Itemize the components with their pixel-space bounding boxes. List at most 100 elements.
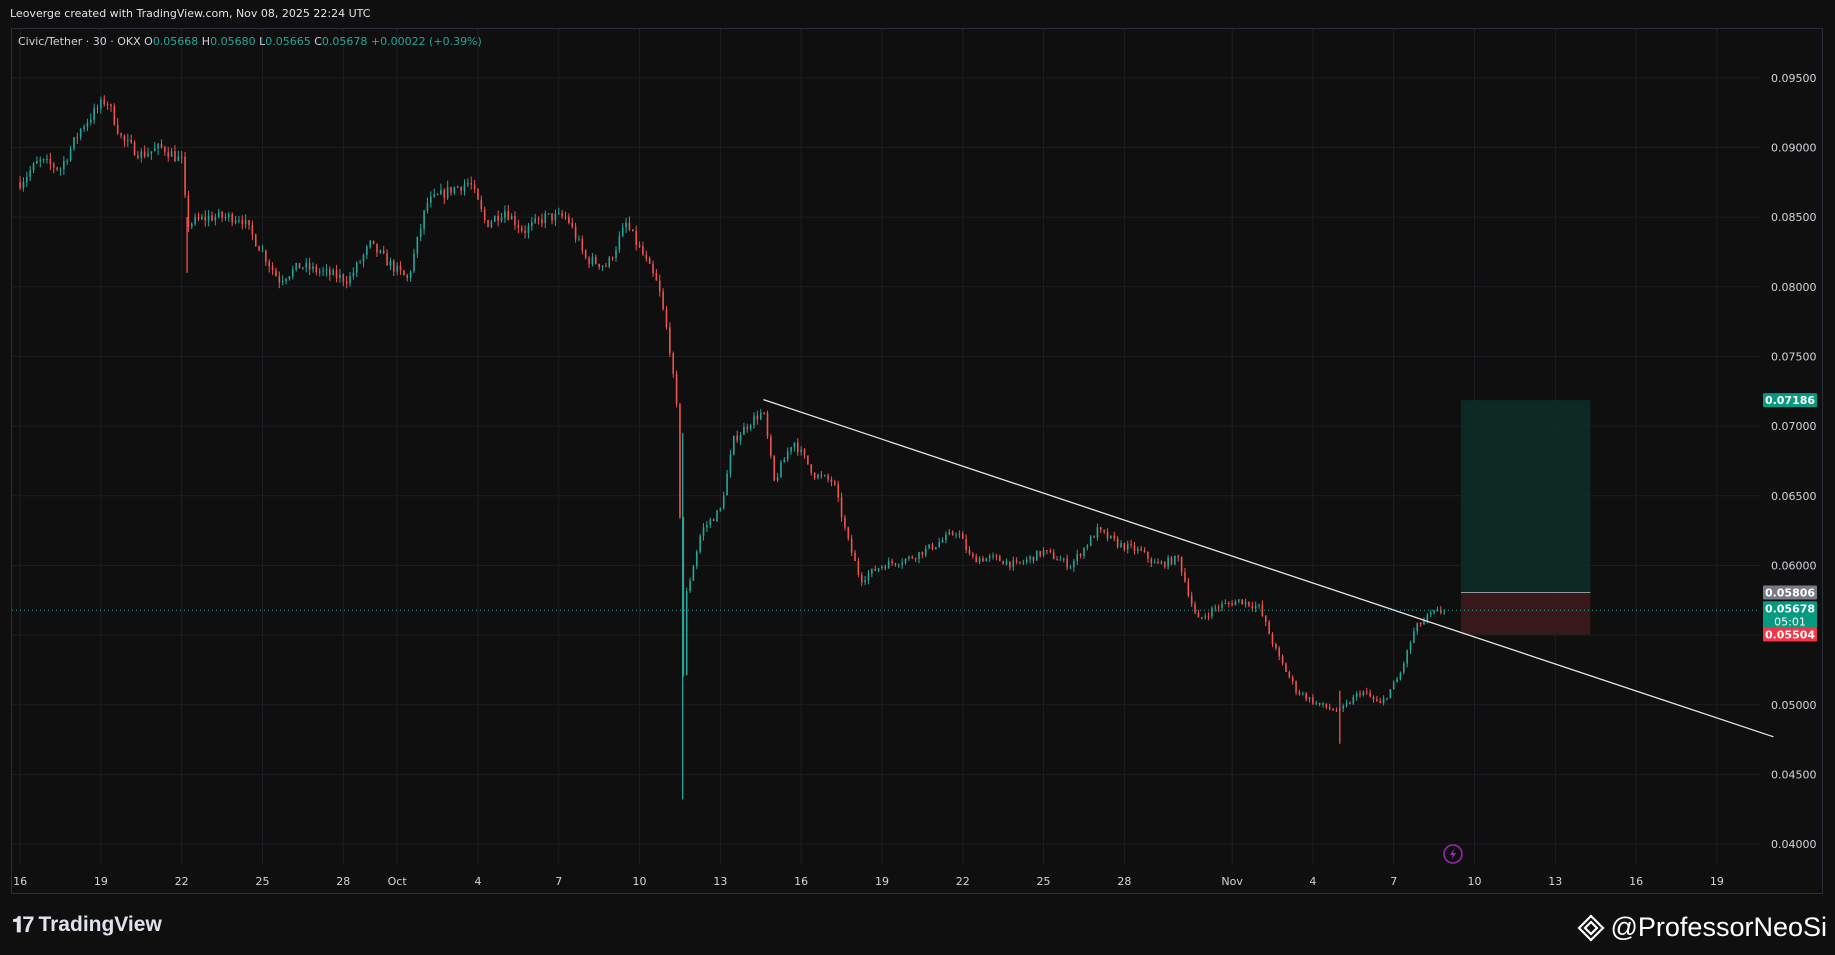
candle-body (598, 263, 600, 268)
candle-body (130, 139, 132, 143)
candle-body (618, 236, 621, 250)
candle-body (1140, 548, 1142, 551)
x-tick-label: 4 (1309, 875, 1316, 888)
candle-body (706, 524, 708, 528)
candle-body (561, 212, 563, 217)
x-tick-label: 19 (1710, 875, 1724, 888)
candle-body (366, 246, 368, 255)
candle-body (1258, 604, 1260, 606)
candle-body (1342, 705, 1345, 709)
target-zone[interactable] (1461, 400, 1591, 593)
candle-body (605, 265, 607, 267)
candle-body (76, 137, 79, 139)
candle-body (783, 459, 786, 463)
candle-body (372, 240, 375, 244)
candle-body (770, 436, 772, 456)
candle-body (1362, 691, 1365, 696)
candle-body (342, 274, 345, 282)
candle-body (1211, 608, 1213, 617)
candle-body (295, 263, 297, 270)
candle-body (376, 243, 378, 253)
candle-body (352, 272, 355, 277)
candle-body (1295, 681, 1297, 693)
candle-body (1150, 558, 1153, 564)
stop-zone[interactable] (1461, 592, 1591, 635)
candle-body (332, 270, 334, 276)
candle-body (793, 442, 796, 448)
candle-body (1174, 555, 1176, 565)
candle-body (578, 239, 580, 241)
candle-body (1349, 702, 1351, 704)
candle-body (1291, 677, 1294, 682)
candle-body (780, 462, 782, 478)
candle-body (1419, 622, 1422, 625)
candle-body (204, 216, 207, 221)
candle-body (261, 250, 264, 252)
lightning-event-icon[interactable] (1443, 844, 1463, 864)
candle-body (945, 534, 947, 541)
candle-body (871, 568, 873, 574)
candle-body (658, 280, 661, 292)
candle-body (278, 276, 281, 283)
candle-body (258, 246, 260, 251)
candle-body (1163, 562, 1166, 567)
candle-body (988, 556, 991, 559)
candle-body (689, 580, 691, 592)
candle-body (490, 221, 493, 227)
candle-body (26, 176, 28, 182)
candle-body (564, 216, 567, 218)
candle-body (42, 159, 45, 161)
y-tick-label: 0.09000 (1771, 141, 1817, 154)
candle-body (1194, 604, 1196, 613)
candle-body (918, 551, 920, 559)
candle-body (857, 561, 860, 575)
candle-body (951, 532, 954, 535)
candle-body (571, 222, 574, 227)
candle-body (1123, 543, 1126, 550)
candle-body (733, 435, 735, 455)
candle-body (329, 269, 331, 276)
candle-body (291, 269, 294, 277)
y-tick-label: 0.04500 (1771, 768, 1817, 781)
candle-body (73, 137, 75, 149)
legend-symbol: Civic/Tether · 30 · OKX (18, 35, 144, 48)
tradingview-logo-icon: 𝟏7 (12, 912, 35, 937)
candle-body (1365, 691, 1368, 693)
candle-body (1207, 616, 1210, 618)
candle-body (1281, 656, 1284, 664)
candle-body (1167, 557, 1169, 567)
candle-body (160, 144, 163, 148)
tradingview-logo[interactable]: 𝟏7 TradingView (12, 912, 162, 937)
candle-body (985, 558, 988, 562)
candle-body (396, 265, 398, 272)
candle-body (574, 226, 577, 240)
watermark: @ProfessorNeoSi (1576, 912, 1827, 943)
candle-body (611, 257, 614, 259)
candle-body (1039, 551, 1041, 556)
current-price-countdown: 05:01 (1774, 615, 1806, 628)
candle-body (96, 108, 99, 110)
candle-body (928, 544, 930, 549)
candle-body (228, 214, 230, 217)
candle-body (106, 104, 109, 106)
x-tick-label: 7 (555, 875, 562, 888)
candle-body (22, 181, 25, 189)
candle-body (608, 257, 611, 267)
candle-body (1399, 672, 1402, 680)
candle-body (386, 253, 388, 266)
candle-body (830, 479, 833, 482)
candle-body (716, 510, 718, 521)
candle-body (1372, 696, 1375, 700)
candle-body (1036, 551, 1038, 561)
y-tick-label: 0.07500 (1771, 350, 1817, 363)
candle-body (672, 353, 675, 374)
candle-body (110, 104, 112, 107)
candle-body (753, 415, 755, 426)
trendline[interactable] (763, 399, 1774, 738)
candle-body (692, 566, 695, 581)
candle-body (1429, 612, 1432, 615)
candle-body (1224, 602, 1227, 604)
candle-body (1389, 689, 1392, 699)
candle-body (958, 533, 961, 535)
